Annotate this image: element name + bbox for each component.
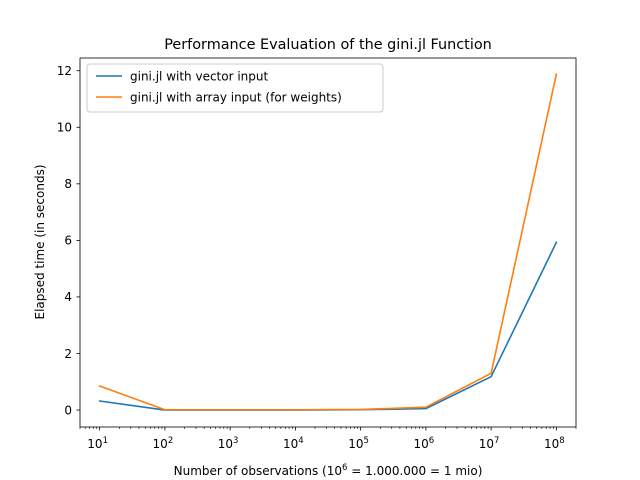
legend-label-vector: gini.jl with vector input — [130, 70, 269, 84]
x-tick-label-base-6: 10 — [479, 437, 494, 451]
x-tick-label-exp-1: 2 — [168, 436, 173, 446]
x-tick-label-exp-3: 4 — [298, 436, 303, 446]
legend-frame — [86, 63, 384, 113]
x-tick-label-exp-5: 6 — [429, 436, 434, 446]
y-tick-label-6: 12 — [57, 64, 72, 78]
x-tick-label-exp-7: 8 — [559, 436, 564, 446]
x-axis-label: Number of observations (106 = 1.000.000 … — [174, 463, 483, 478]
x-tick-label-2: 103 — [218, 436, 239, 451]
y-tick-label-2: 4 — [64, 290, 72, 304]
x-axis-ticks: 101 102 103 104 105 106 107 108 — [87, 427, 565, 451]
x-tick-label-3: 104 — [283, 436, 304, 451]
legend-label-array: gini.jl with array input (for weights) — [130, 91, 342, 105]
x-tick-label-0: 101 — [87, 436, 108, 451]
y-tick-label-5: 10 — [57, 121, 72, 135]
chart-title: Performance Evaluation of the gini.jl Fu… — [164, 37, 492, 53]
axes-frame — [79, 57, 577, 428]
x-tick-label-base-1: 10 — [153, 437, 168, 451]
x-tick-label-base-7: 10 — [544, 437, 559, 451]
x-tick-label-base-4: 10 — [348, 437, 363, 451]
x-tick-label-exp-2: 3 — [233, 436, 238, 446]
x-tick-label-exp-4: 5 — [364, 436, 369, 446]
y-axis-ticks: 0 2 4 6 8 10 12 — [57, 64, 80, 417]
x-tick-label-exp-6: 7 — [494, 436, 499, 446]
x-tick-label-1: 102 — [153, 436, 174, 451]
x-axis-minor-ticks — [79, 427, 577, 429]
series-layer — [98, 73, 558, 411]
x-tick-label-exp-0: 1 — [103, 436, 108, 446]
x-tick-label-base-5: 10 — [414, 437, 429, 451]
x-tick-label-5: 106 — [414, 436, 435, 451]
y-tick-label-4: 8 — [64, 177, 72, 191]
x-tick-label-6: 107 — [479, 436, 500, 451]
plot-area — [79, 57, 577, 428]
axes-background — [80, 58, 576, 427]
x-tick-label-4: 105 — [348, 436, 369, 451]
y-tick-label-1: 2 — [64, 347, 72, 361]
y-tick-label-3: 6 — [64, 234, 72, 248]
x-tick-label-base-3: 10 — [283, 437, 298, 451]
y-tick-label-0: 0 — [64, 403, 72, 417]
legend: gini.jl with vector input gini.jl with a… — [86, 63, 384, 113]
x-tick-label-base-0: 10 — [87, 437, 102, 451]
x-tick-label-7: 108 — [544, 436, 565, 451]
x-axis-label-superscript: 6 — [342, 463, 347, 473]
x-tick-label-base-2: 10 — [218, 437, 233, 451]
x-axis-label-suffix: = 1.000.000 = 1 mio) — [347, 464, 482, 478]
x-axis-label-prefix: Number of observations (10 — [174, 464, 342, 478]
series-line-1 — [98, 73, 558, 411]
y-axis-label: Elapsed time (in seconds) — [33, 164, 47, 319]
